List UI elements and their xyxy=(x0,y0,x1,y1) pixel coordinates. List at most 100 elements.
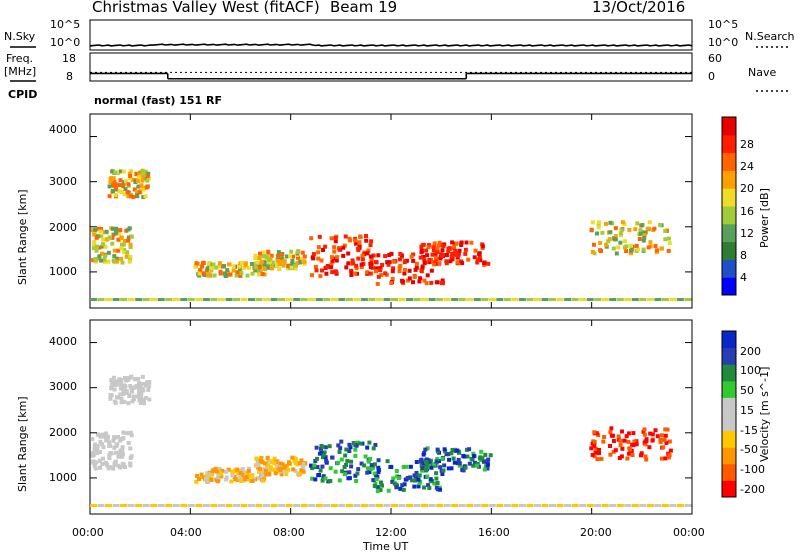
power-echo-cell xyxy=(422,278,427,283)
power-echo-cell xyxy=(409,254,414,259)
velocity-echo-cell xyxy=(257,476,262,481)
velocity-echo-cell xyxy=(345,458,350,463)
velocity-echo-cell xyxy=(409,478,414,483)
velocity-echo-cell xyxy=(230,469,235,474)
velocity-echo-cell xyxy=(590,441,595,446)
power-echo-cell xyxy=(486,261,491,266)
power-echo-cell xyxy=(253,268,258,273)
power-echo-cell xyxy=(448,259,453,264)
velocity-ground-scatter xyxy=(639,504,647,507)
velocity-echo-cell xyxy=(125,390,130,395)
power-echo-cell xyxy=(476,257,480,262)
velocity-echo-cell xyxy=(597,451,601,456)
power-echo-cell xyxy=(324,265,329,270)
velocity-echo-cell xyxy=(195,474,199,478)
nsky-tick-bottom: 10^0 xyxy=(50,36,81,49)
power-echo-cell xyxy=(227,262,231,267)
power-ground-scatter xyxy=(473,298,481,301)
velocity-echo-cell xyxy=(400,483,405,488)
velocity-echo-cell xyxy=(412,484,417,489)
power-colorbar-swatch-6 xyxy=(722,170,736,189)
power-echo-cell xyxy=(257,265,262,270)
power-echo-cell xyxy=(132,187,137,192)
power-echo-cell xyxy=(112,258,117,263)
vel-ytick-1000: 1000 xyxy=(49,471,77,484)
velocity-ground-scatter xyxy=(428,504,436,507)
power-echo-cell xyxy=(460,261,465,266)
velocity-ground-scatter xyxy=(534,504,541,507)
velocity-echo-cell xyxy=(463,465,468,470)
vel-cbar-m200: -200 xyxy=(740,483,765,496)
power-ground-scatter xyxy=(127,298,135,301)
velocity-echo-cell xyxy=(137,390,141,395)
power-echo-cell xyxy=(137,172,142,177)
power-echo-cell xyxy=(592,242,596,247)
power-echo-cell xyxy=(624,244,629,249)
power-echo-cell xyxy=(97,245,102,250)
date-label: 13/Oct/2016 xyxy=(592,0,686,16)
velocity-echo-cell xyxy=(104,438,109,443)
velocity-echo-cell xyxy=(425,474,430,479)
power-echo-cell xyxy=(143,176,147,181)
power-echo-cell xyxy=(140,175,145,180)
velocity-echo-cell xyxy=(145,380,150,385)
velocity-echo-cell xyxy=(119,400,124,405)
power-ground-scatter xyxy=(661,298,669,301)
power-echo-cell xyxy=(475,260,480,265)
power-echo-cell xyxy=(435,250,440,255)
power-echo-cell xyxy=(201,261,206,265)
velocity-echo-cell xyxy=(626,431,631,436)
velocity-ground-scatter xyxy=(601,504,609,507)
velocity-echo-cell xyxy=(618,443,623,448)
velocity-ground-scatter xyxy=(112,504,120,507)
velocity-ground-scatter xyxy=(172,504,180,507)
velocity-ground-scatter xyxy=(466,504,474,507)
velocity-echo-cell xyxy=(362,463,366,468)
velocity-echo-cell xyxy=(233,477,238,482)
power-echo-cell xyxy=(253,265,258,270)
velocity-echo-cell xyxy=(392,481,397,486)
power-echo-cell xyxy=(217,264,221,269)
velocity-echo-cell xyxy=(109,383,114,387)
power-echo-cell xyxy=(391,266,396,271)
power-echo-cell xyxy=(407,276,412,281)
power-echo-cell xyxy=(106,259,111,264)
power-echo-cell xyxy=(141,187,146,192)
power-echo-cell xyxy=(427,243,431,248)
power-echo-cell xyxy=(463,251,468,256)
velocity-echo-cell xyxy=(379,480,383,485)
velocity-echo-cell xyxy=(119,397,124,401)
velocity-echo-cell xyxy=(128,456,133,460)
velocity-echo-cell xyxy=(111,375,116,380)
velocity-ground-scatter xyxy=(278,504,286,507)
power-echo-cell xyxy=(411,280,415,285)
velocity-echo-cell xyxy=(663,433,668,438)
xtick-1600: 16:00 xyxy=(478,526,510,539)
velocity-colorbar-swatch-1 xyxy=(722,463,736,481)
freq-tick-top: 18 xyxy=(62,52,76,65)
power-echo-cell xyxy=(425,253,430,258)
power-echo-cell xyxy=(397,269,402,274)
velocity-echo-cell xyxy=(347,442,352,447)
power-cbar-24: 24 xyxy=(740,160,754,173)
velocity-echo-cell xyxy=(232,474,237,479)
velocity-echo-cell xyxy=(467,461,472,466)
velocity-ground-scatter xyxy=(624,504,632,507)
velocity-echo-cell xyxy=(210,469,215,474)
velocity-echo-cell xyxy=(266,470,271,475)
velocity-echo-cell xyxy=(337,450,342,454)
power-echo-cell xyxy=(472,255,477,260)
power-echo-cell xyxy=(346,261,351,266)
velocity-echo-cell xyxy=(344,447,349,452)
velocity-echo-cell xyxy=(291,467,296,472)
power-echo-cell xyxy=(424,281,429,286)
velocity-echo-cell xyxy=(420,466,425,471)
power-echo-cell xyxy=(380,263,385,267)
power-echo-cell xyxy=(310,273,314,278)
power-echo-cell xyxy=(427,258,432,262)
velocity-echo-cell xyxy=(462,454,467,459)
velocity-echo-cell xyxy=(456,457,461,462)
power-echo-cell xyxy=(612,237,617,241)
power-colorbar-swatch-9 xyxy=(722,117,736,136)
